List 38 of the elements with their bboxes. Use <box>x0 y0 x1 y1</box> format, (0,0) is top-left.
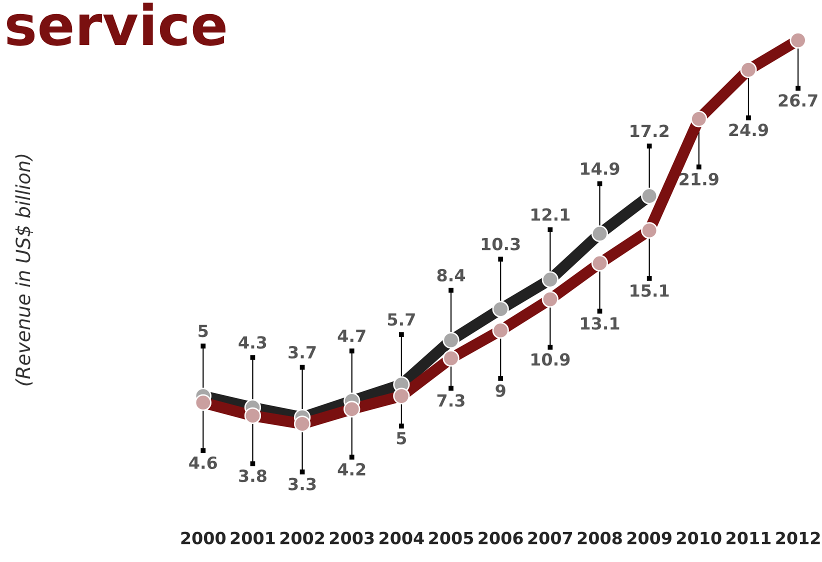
data-label: 4.7 <box>338 330 366 342</box>
data-label: 9 <box>496 384 506 397</box>
data-label: 10.9 <box>531 353 570 366</box>
x-tick-label: 2000 <box>181 532 226 544</box>
data-label: 5 <box>198 324 208 338</box>
data-label: 17.2 <box>630 124 668 137</box>
data-label: 15.1 <box>630 284 669 297</box>
data-label: 3.8 <box>239 470 266 482</box>
x-tick-label: 2002 <box>280 532 324 544</box>
data-label: 5.7 <box>388 313 415 326</box>
data-label: 14.9 <box>581 162 620 175</box>
x-tick-label: 2012 <box>776 532 820 544</box>
x-tick-label: 2006 <box>478 532 523 544</box>
x-tick-label: 2001 <box>230 532 275 544</box>
x-tick-label: 2010 <box>677 532 722 544</box>
x-tick-label: 2007 <box>528 532 572 544</box>
text: (Revenue in US$ billion) <box>15 154 33 386</box>
x-tick-label: 2003 <box>330 532 374 544</box>
data-label: 4.6 <box>189 456 218 470</box>
data-label: 4.3 <box>238 336 266 349</box>
data-label: 8.4 <box>437 268 466 282</box>
x-tick-label: 2005 <box>429 532 474 544</box>
data-label: 3.7 <box>288 346 316 359</box>
data-label: 26.7 <box>778 94 818 107</box>
data-label: 24.9 <box>729 124 768 136</box>
data-label: 5 <box>396 432 406 444</box>
data-label: 3.3 <box>288 478 316 490</box>
chart-title: service <box>6 2 226 46</box>
data-label: 10.3 <box>482 238 520 250</box>
data-label: 4.2 <box>338 462 366 476</box>
x-tick-label: 2011 <box>726 532 771 544</box>
data-label: 21.9 <box>680 172 718 186</box>
x-tick-label: 2008 <box>578 532 622 544</box>
data-label: 7.3 <box>437 394 464 407</box>
data-label: 13.1 <box>581 317 620 330</box>
x-tick-label: 2009 <box>627 532 672 544</box>
x-tick-label: 2004 <box>380 532 424 544</box>
data-label: 12.1 <box>531 208 570 221</box>
